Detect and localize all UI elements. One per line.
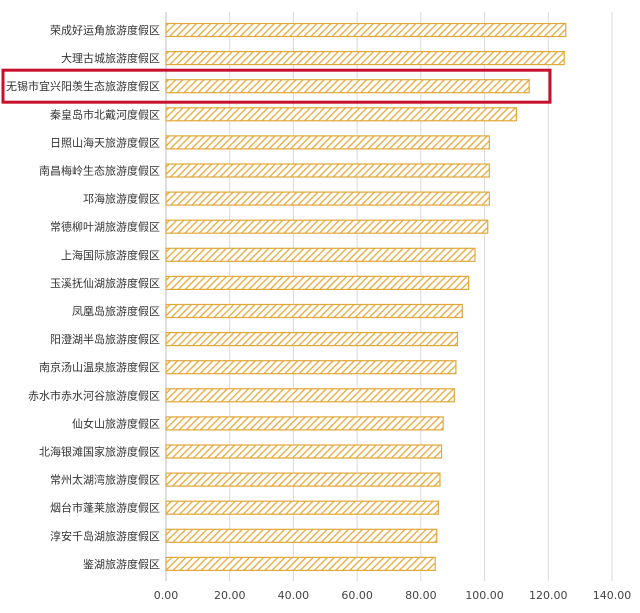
x-tick-label: 80.00: [405, 589, 437, 602]
category-label: 烟台市蓬莱旅游度假区: [50, 501, 160, 515]
bar: [165, 107, 518, 122]
x-tick-label: 20.00: [214, 589, 246, 602]
grid-lines: [165, 12, 613, 581]
category-label: 鉴湖旅游度假区: [83, 557, 160, 571]
category-label: 凤凰岛旅游度假区: [72, 304, 160, 318]
bar: [165, 135, 490, 150]
bar: [165, 556, 436, 572]
category-label: 北海银滩国家旅游度假区: [39, 445, 160, 459]
category-label: 常州太湖湾旅游度假区: [50, 473, 160, 487]
category-label: 淳安千岛湖旅游度假区: [50, 529, 160, 543]
highlight-rectangle: [1, 68, 552, 104]
category-label: 玉溪抚仙湖旅游度假区: [50, 276, 160, 290]
bar: [165, 360, 457, 375]
bar: [165, 275, 470, 290]
bar: [165, 22, 567, 38]
highlight-box: [1, 68, 552, 104]
x-tick-label: 0.00: [154, 589, 179, 602]
category-label: 南昌梅岭生态旅游度假区: [39, 164, 160, 178]
bar: [165, 303, 463, 319]
bar: [165, 472, 441, 487]
x-tick-label: 120.00: [529, 589, 568, 602]
category-label: 阳澄湖半岛旅游度假区: [50, 332, 160, 346]
bars: [165, 22, 567, 572]
category-label: 上海国际旅游度假区: [61, 248, 160, 262]
category-label: 无锡市宜兴阳羡生态旅游度假区: [6, 79, 160, 93]
x-tick-label: 60.00: [341, 589, 373, 602]
category-label: 南京汤山温泉旅游度假区: [39, 360, 160, 374]
category-label: 荣成好运角旅游度假区: [50, 23, 160, 37]
category-label: 常德柳叶湖旅游度假区: [50, 220, 160, 234]
category-label: 大理古城旅游度假区: [61, 51, 160, 65]
category-label: 邛海旅游度假区: [83, 192, 160, 206]
category-labels: 荣成好运角旅游度假区大理古城旅游度假区无锡市宜兴阳羡生态旅游度假区秦皇岛市北戴河…: [6, 23, 160, 571]
bar: [165, 219, 489, 234]
category-label: 日照山海天旅游度假区: [50, 135, 160, 149]
bar: [165, 332, 459, 347]
x-axis-tick-labels: 0.00 20.00 40.00 60.00 80.00 100.00 120.00 140.…: [154, 589, 632, 602]
bar: [165, 444, 443, 459]
category-label: 仙女山旅游度假区: [72, 416, 160, 430]
category-label: 赤水市赤水河谷旅游度假区: [28, 388, 160, 402]
bar: [165, 500, 439, 515]
category-label: 秦皇岛市北戴河度假区: [50, 107, 160, 121]
bar: [165, 79, 530, 94]
x-tick-label: 40.00: [278, 589, 310, 602]
x-tick-label: 100.00: [465, 589, 504, 602]
bar: [165, 191, 490, 206]
bar: [165, 50, 565, 66]
bar: [165, 388, 455, 403]
bar: [165, 163, 490, 178]
bar: [165, 416, 444, 431]
bar: [165, 247, 476, 262]
x-tick-label: 140.00: [593, 589, 632, 602]
bar: [165, 528, 438, 543]
